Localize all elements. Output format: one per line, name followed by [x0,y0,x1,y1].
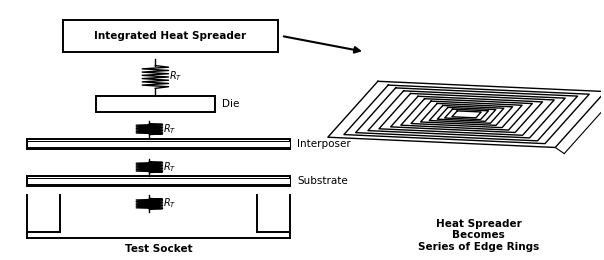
Text: Test Socket: Test Socket [124,244,192,254]
Bar [63,20,278,52]
Bar [60,195,257,232]
Text: $R_T$: $R_T$ [169,69,182,83]
Bar [27,139,290,149]
Bar [27,176,290,185]
Text: $R_T$: $R_T$ [163,122,176,135]
Text: Die: Die [222,99,240,109]
Text: $R_T$: $R_T$ [163,160,176,173]
Text: Substrate: Substrate [297,176,348,186]
Bar [27,141,290,147]
Text: Interposer: Interposer [297,139,351,149]
Text: $R_T$: $R_T$ [163,197,176,210]
Bar [27,178,290,184]
Text: Integrated Heat Spreader: Integrated Heat Spreader [94,31,246,41]
Text: Heat Spreader
Becomes
Series of Edge Rings: Heat Spreader Becomes Series of Edge Rin… [418,219,539,252]
Bar [95,96,215,112]
